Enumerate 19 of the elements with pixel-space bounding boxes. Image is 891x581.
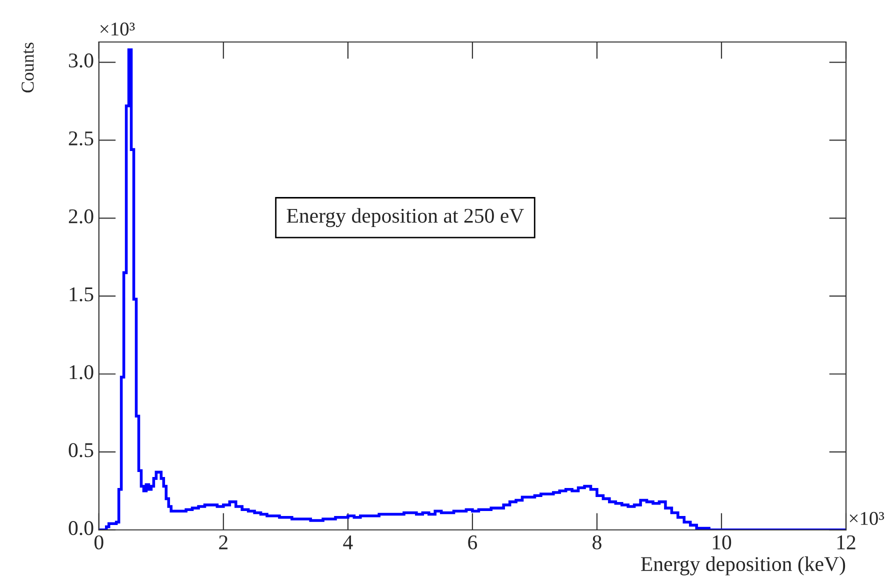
- text: ×10³: [850, 512, 884, 525]
- y-axis-title: Counts: [22, 42, 34, 92]
- x-tick-label: 6: [468, 535, 478, 550]
- x-tick-label: 8: [592, 535, 602, 550]
- x-tick-label: 10: [712, 535, 732, 550]
- y-tick-label: 0.5: [68, 443, 94, 458]
- y-tick-label: 3.0: [68, 53, 94, 68]
- annotation: Energy deposition at 250 eV: [286, 208, 524, 228]
- x-tick-label: 4: [343, 535, 353, 550]
- y-tick-label: 1.0: [70, 365, 94, 380]
- y-tick-label: 2.0: [68, 209, 94, 224]
- y-tick-label: 0.0: [68, 521, 94, 536]
- y-tick-label: 1.5: [70, 287, 94, 302]
- x-axis-title: Energy deposition (keV): [641, 556, 846, 576]
- y-tick-label: 2.5: [68, 131, 94, 146]
- x-tick-label: 2: [219, 535, 228, 550]
- text: ×10³: [100, 22, 135, 36]
- x-tick-label: 0: [94, 535, 104, 550]
- x-tick-label: 12: [837, 535, 856, 550]
